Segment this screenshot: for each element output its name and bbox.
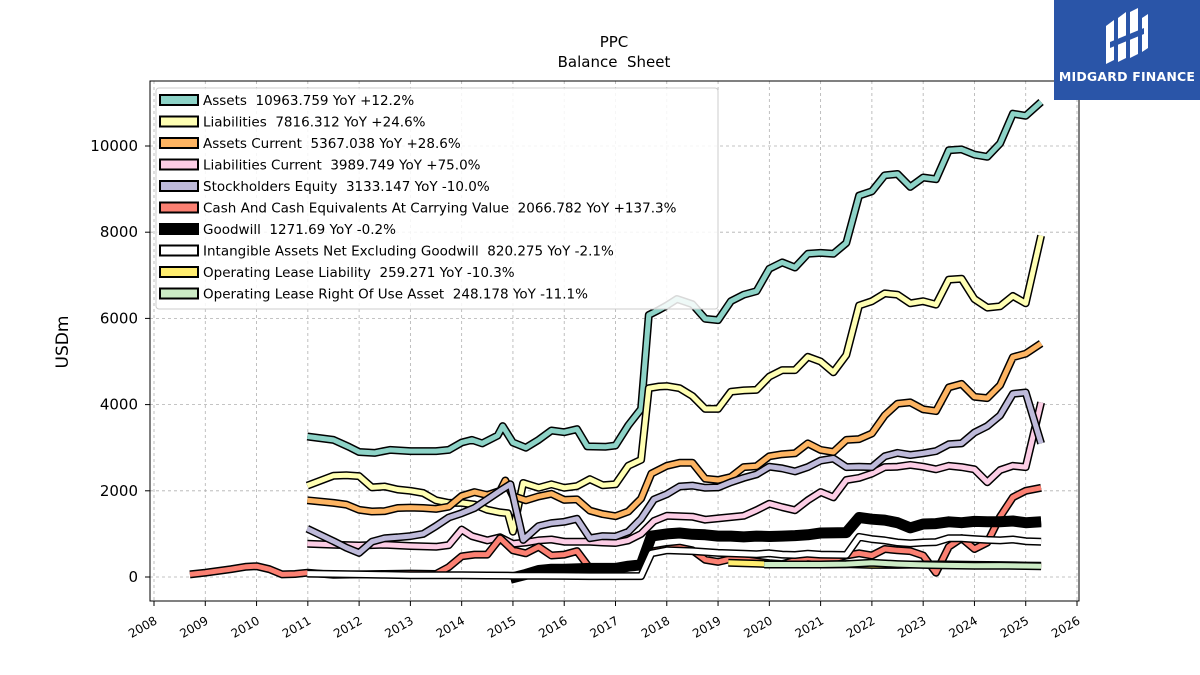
legend-swatch xyxy=(159,94,199,106)
legend-entry-label: Assets Current 5367.038 YoY +28.6% xyxy=(203,136,461,152)
legend: Assets 10963.759 YoY +12.2% Liabilities 7… xyxy=(155,87,719,310)
legend-entry-label: Goodwill 1271.69 YoY -0.2% xyxy=(203,222,396,238)
x-tick-label: 2012 xyxy=(331,613,364,640)
legend-swatch xyxy=(159,201,199,214)
x-tick-label: 2021 xyxy=(793,613,826,640)
y-tick-label: 8000 xyxy=(100,223,138,241)
legend-entry-label: Assets 10963.759 YoY +12.2% xyxy=(203,93,414,109)
x-tick-label: 2023 xyxy=(895,613,928,640)
y-tick-label: 6000 xyxy=(100,309,138,327)
y-tick-label: 10000 xyxy=(90,137,138,155)
legend-swatch xyxy=(159,223,199,235)
x-tick-label: 2025 xyxy=(998,613,1031,640)
x-tick-label: 2019 xyxy=(690,613,723,640)
legend-entry-label: Intangible Assets Net Excluding Goodwill… xyxy=(203,244,614,260)
x-tick-label: 2008 xyxy=(126,613,159,640)
legend-entry-label: Cash And Cash Equivalents At Carrying Va… xyxy=(203,201,677,217)
midgard-logo-icon xyxy=(1106,8,1148,64)
legend-swatch xyxy=(159,137,199,149)
legend-swatch xyxy=(159,115,199,128)
x-tick-label: 2020 xyxy=(741,613,774,640)
brand-name: MIDGARD FINANCE xyxy=(1058,69,1196,84)
midgard-finance-logo: MIDGARD FINANCE xyxy=(1054,0,1200,100)
x-tick-label: 2014 xyxy=(434,613,467,640)
y-tick-label: 4000 xyxy=(100,396,138,414)
x-tick-label: 2013 xyxy=(382,613,415,640)
x-tick-label: 2022 xyxy=(844,613,877,640)
legend-box xyxy=(155,87,719,310)
y-tick-label: 0 xyxy=(128,568,138,586)
x-tick-label: 2016 xyxy=(536,613,569,640)
x-tick-label: 2017 xyxy=(588,613,621,640)
legend-entry-label: Operating Lease Right Of Use Asset 248.1… xyxy=(203,287,588,303)
legend-entry-label: Operating Lease Liability 259.271 YoY -1… xyxy=(203,265,515,281)
legend-entry-label: Liabilities Current 3989.749 YoY +75.0% xyxy=(203,158,481,174)
x-tick-label: 2018 xyxy=(639,613,672,640)
x-tick-label: 2026 xyxy=(1049,613,1082,640)
legend-entry-label: Liabilities 7816.312 YoY +24.6% xyxy=(203,115,426,131)
series-line-7 xyxy=(307,534,1042,579)
legend-swatch xyxy=(159,287,199,300)
x-tick-label: 2010 xyxy=(229,613,262,640)
legend-swatch xyxy=(159,244,199,257)
series-line-4 xyxy=(306,390,1044,556)
x-tick-label: 2024 xyxy=(946,613,979,640)
legend-swatch xyxy=(159,158,199,171)
series-lines xyxy=(189,99,1046,584)
y-tick-label: 2000 xyxy=(100,482,138,500)
series-line-6 xyxy=(509,513,1042,583)
plot-frame xyxy=(149,80,1080,602)
series-line-3 xyxy=(307,401,1044,550)
chart-title: PPC xyxy=(600,33,629,51)
series-line-9 xyxy=(764,560,1042,569)
x-tick-label: 2015 xyxy=(485,613,518,640)
x-tick-label: 2011 xyxy=(280,613,313,640)
legend-entry-label: Stockholders Equity 3133.147 YoY -10.0% xyxy=(203,179,490,195)
x-tick-label: 2009 xyxy=(177,613,210,640)
series-line-1 xyxy=(306,235,1044,535)
y-axis-label: USDm xyxy=(53,316,73,369)
legend-swatch xyxy=(159,180,199,192)
chart-subtitle: Balance Sheet xyxy=(558,53,671,71)
series-line-2 xyxy=(307,341,1043,519)
legend-swatch xyxy=(159,266,199,278)
